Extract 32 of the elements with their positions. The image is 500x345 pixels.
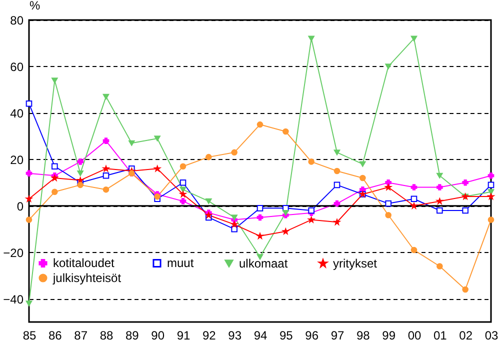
y-tick-label: −40 [3,292,24,306]
x-tick-label: 87 [74,328,88,342]
x-tick-label: 98 [356,328,370,342]
x-tick-label: 89 [125,328,140,342]
x-tick-label: 93 [228,328,242,342]
legend-label: yritykset [333,256,378,270]
y-tick-label: 0 [16,199,24,214]
y-axis-title: % [30,0,40,12]
legend-label: ulkomaat [239,256,288,270]
x-tick-label: 86 [48,328,62,342]
x-tick-label: 99 [382,328,396,342]
x-tick-label: 96 [305,328,319,342]
y-tick-label: 40 [10,106,24,120]
x-tick-label: 02 [459,328,473,342]
y-tick-label: 20 [10,152,24,167]
x-tick-label: 91 [176,328,190,342]
x-tick-label: 97 [330,328,344,342]
legend-label: julkisyhteisöt [52,271,122,285]
x-tick-label: 95 [279,328,294,342]
x-tick-label: 94 [254,328,268,342]
x-tick-label: 90 [151,328,165,342]
x-tick-label: 85 [22,328,36,342]
x-tick-label: 03 [484,328,498,342]
y-tick-label: −20 [3,246,24,260]
x-tick-label: 88 [100,328,114,342]
y-tick-label: 60 [10,60,24,74]
x-tick-label: 00 [408,328,422,342]
x-tick-label: 01 [433,328,448,342]
y-tick-label: 80 [10,14,24,28]
legend-label: muut [167,256,194,270]
legend-label: kotitaloudet [53,256,116,270]
x-tick-label: 92 [202,328,216,342]
